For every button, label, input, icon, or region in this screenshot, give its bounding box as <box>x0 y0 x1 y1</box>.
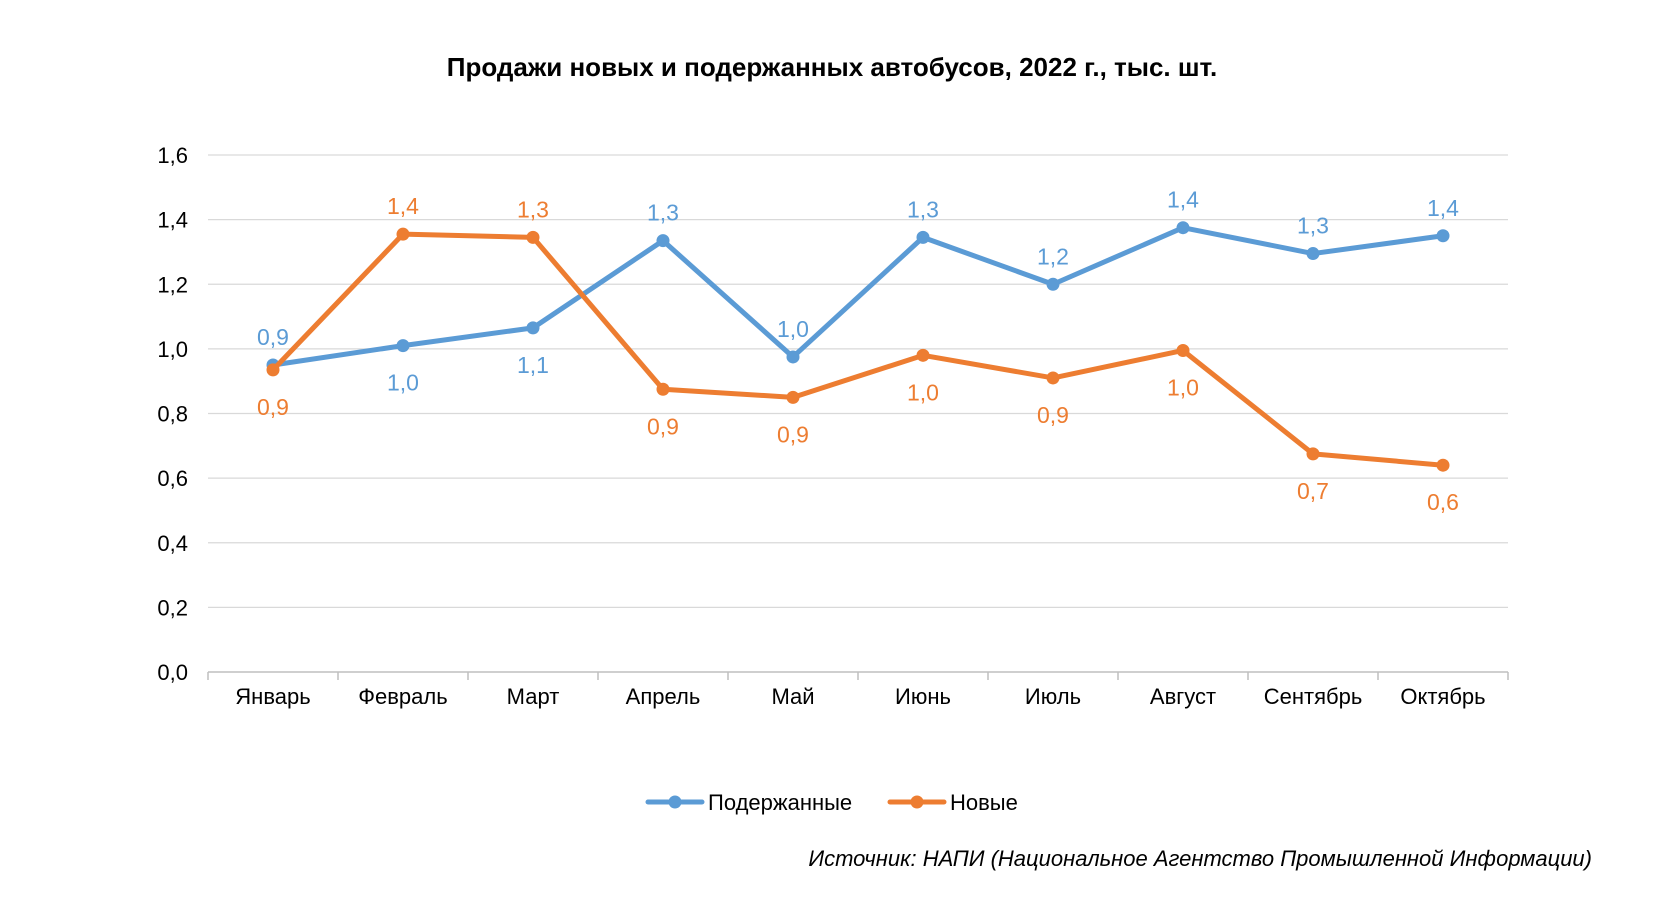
data-point <box>526 230 540 244</box>
x-axis <box>207 671 1509 680</box>
data-point <box>1176 221 1190 235</box>
data-label: 0,9 <box>257 394 289 420</box>
data-label: 1,3 <box>1297 213 1329 239</box>
chart-title: Продажи новых и подержанных автобусов, 2… <box>447 52 1217 82</box>
legend-swatch-marker <box>910 795 924 809</box>
data-point <box>1306 247 1320 261</box>
data-label: 1,3 <box>647 200 679 226</box>
x-tick-label: Май <box>771 684 814 709</box>
x-tick-label: Октябрь <box>1400 684 1485 709</box>
data-point <box>1046 371 1060 385</box>
data-label: 0,9 <box>257 324 289 350</box>
legend-swatch-marker <box>668 795 682 809</box>
data-label: 1,2 <box>1037 243 1069 269</box>
data-labels: 0,9 1,0 1,1 1,3 1,0 1,3 1,2 1,4 1,3 1,4 0,9 1,4 1,3 0… <box>257 187 1459 515</box>
x-tick-label: Февраль <box>358 684 447 709</box>
data-label: 1,3 <box>907 196 939 222</box>
x-tick-label: Апрель <box>626 684 701 709</box>
y-tick-label: 1,4 <box>157 208 188 233</box>
data-point <box>1046 277 1060 291</box>
data-point <box>656 234 670 248</box>
data-point <box>396 339 410 353</box>
data-label: 1,0 <box>777 316 809 342</box>
x-tick-label: Июль <box>1025 684 1081 709</box>
x-tick-label: Январь <box>235 684 310 709</box>
y-tick-label: 0,4 <box>157 531 188 556</box>
data-label: 0,7 <box>1297 478 1329 504</box>
data-label: 0,6 <box>1427 489 1459 515</box>
data-point <box>1176 343 1190 357</box>
data-label: 1,0 <box>387 370 419 396</box>
x-tick-label: Март <box>507 684 560 709</box>
data-label: 0,9 <box>1037 402 1069 428</box>
data-point <box>266 363 280 377</box>
y-tick-label: 0,0 <box>157 660 188 685</box>
y-axis: 0,0 0,2 0,4 0,6 0,8 1,0 1,2 1,4 1,6 <box>157 143 188 685</box>
y-tick-label: 1,6 <box>157 143 188 168</box>
data-label: 0,9 <box>647 413 679 439</box>
series-line-1 <box>270 225 1446 368</box>
data-label: 1,4 <box>1427 195 1459 221</box>
data-point <box>396 227 410 241</box>
data-label: 0,9 <box>777 421 809 447</box>
data-label: 1,0 <box>1167 374 1199 400</box>
data-point <box>916 230 930 244</box>
data-point <box>786 390 800 404</box>
data-label: 1,1 <box>517 352 549 378</box>
data-point <box>916 348 930 362</box>
data-label: 1,4 <box>387 193 419 219</box>
source-note: Источник: НАПИ (Национальное Агентство П… <box>808 846 1592 871</box>
x-tick-label: Август <box>1150 684 1216 709</box>
y-tick-label: 1,0 <box>157 337 188 362</box>
grid <box>208 154 1508 609</box>
legend: Подержанные Новые <box>645 790 1018 815</box>
y-tick-label: 0,2 <box>157 595 188 620</box>
data-point <box>1436 458 1450 472</box>
series-line-2 <box>270 231 1446 468</box>
data-point <box>526 321 540 335</box>
data-point <box>656 382 670 396</box>
data-point <box>1436 229 1450 243</box>
data-label: 1,0 <box>907 379 939 405</box>
data-label: 1,4 <box>1167 187 1199 213</box>
x-tick-label: Сентябрь <box>1264 684 1363 709</box>
data-point <box>786 350 800 364</box>
legend-label: Подержанные <box>708 790 852 815</box>
y-tick-label: 0,8 <box>157 402 188 427</box>
data-label: 1,3 <box>517 196 549 222</box>
y-tick-label: 1,2 <box>157 272 188 297</box>
x-axis-labels: Январь Февраль Март Апрель Май Июнь Июль Август… <box>235 684 1485 709</box>
x-tick-label: Июнь <box>895 684 951 709</box>
y-tick-label: 0,6 <box>157 466 188 491</box>
data-point <box>1306 447 1320 461</box>
legend-label: Новые <box>950 790 1018 815</box>
series <box>266 221 1450 472</box>
